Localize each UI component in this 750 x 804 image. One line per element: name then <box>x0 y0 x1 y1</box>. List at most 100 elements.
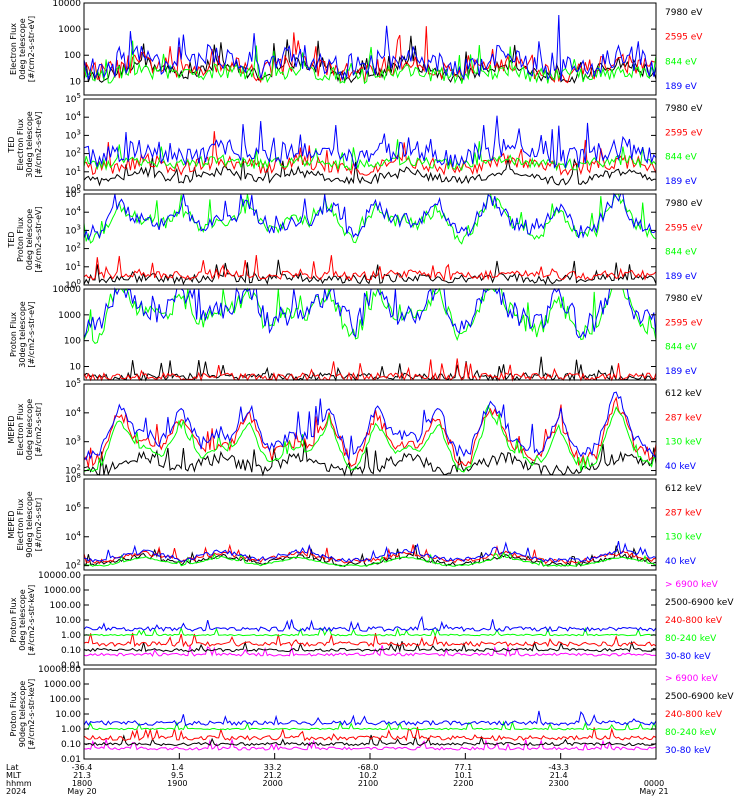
panel-1-ytick-label: 1000 <box>58 25 81 35</box>
panel-5-series-1-trace <box>83 439 657 477</box>
panel-5-ylabel-line: 0deg telescope <box>25 399 34 460</box>
panel-4-ytick-label: 10000 <box>52 285 81 295</box>
panel-2-legend-3: 844 eV <box>665 153 698 163</box>
panel-5-ylabel-line: Electron Flux <box>16 403 25 455</box>
panel-6-ylabel-line: 90deg telescope <box>25 491 34 558</box>
panel-5-series-2-trace <box>83 396 657 468</box>
panel-7-ytick-label: 0.10 <box>61 646 81 656</box>
x-tick-mlt: 9.5 <box>171 771 184 780</box>
x-tick-hhmm: 1900 <box>167 779 187 788</box>
panel-3-ytick-label: 102 <box>65 242 81 255</box>
panel-5-series-4-trace <box>83 391 657 462</box>
panel-7-ytick-label: 100.00 <box>50 601 82 611</box>
panel-3-ylabel-line: 0deg telescope <box>25 209 34 270</box>
panel-8-ylabel-line: 90deg telescope <box>18 681 27 748</box>
panel-4-legend-4: 189 eV <box>665 367 698 377</box>
panel-4-frame <box>83 288 657 381</box>
panel-1-ylabel-line: 0deg telescope <box>18 18 27 79</box>
panel-7-ylabel-line: 0deg telescope <box>18 589 27 650</box>
x-tick-mlt: 21.2 <box>264 771 282 780</box>
panel-8-ytick-label: 1.00 <box>61 725 81 735</box>
panel-7-series-3-trace <box>83 632 657 648</box>
panel-7-ylabel-line: Proton Flux <box>9 597 18 642</box>
panel-6-ytick-label: 102 <box>65 559 81 572</box>
panel-4-series-3-trace <box>83 287 657 345</box>
panel-6-legend-3: 130 keV <box>665 533 702 543</box>
panel-8-frame <box>83 668 657 760</box>
panel-2-ytick-label: 103 <box>65 128 81 141</box>
panel-7-series-2-trace <box>83 640 657 653</box>
panel-3-ytick-label: 103 <box>65 223 81 236</box>
panel-1-frame <box>83 2 657 96</box>
x-row-label-2024: 2024 <box>6 787 26 796</box>
panel-2-series-3-trace <box>83 139 657 172</box>
panel-5-ytick-label: 103 <box>65 435 81 448</box>
panel-7-series-4-trace <box>83 626 657 638</box>
panel-4-legend-3: 844 eV <box>665 343 698 353</box>
panel-4-ylabel-line: [#/cm2-s-str-eV] <box>27 301 36 367</box>
panel-7-legend-2: 2500-6900 keV <box>665 598 734 608</box>
panel-8-series-5-trace <box>83 710 657 727</box>
panel-1-legend-3: 844 eV <box>665 57 698 67</box>
panel-1-series-4-trace <box>83 14 657 82</box>
panel-6-legend-4: 40 keV <box>665 557 697 567</box>
panel-3-ylabel-line: TED <box>7 231 16 248</box>
panel-6-ytick-label: 106 <box>65 501 81 514</box>
panel-8-series-1-trace <box>83 737 657 751</box>
x-tick-mlt: 10.1 <box>454 771 472 780</box>
x-row-label-lat: Lat <box>6 763 19 772</box>
panel-3-ylabel-line: [#/cm2-s-str-eV] <box>34 206 43 272</box>
panel-8-ytick-label: 0.01 <box>61 755 81 765</box>
panel-2-ylabel-line: TED <box>7 136 16 153</box>
panel-3-ytick-label: 104 <box>65 205 81 218</box>
panel-3-legend-4: 189 eV <box>665 272 698 282</box>
panel-5-legend-4: 40 keV <box>665 462 697 472</box>
panel-3-legend-1: 7980 eV <box>665 199 703 209</box>
panel-1-legend-1: 7980 eV <box>665 8 703 18</box>
x-tick-hhmm: 2200 <box>453 779 473 788</box>
panel-8-legend-1: > 6900 keV <box>665 674 719 684</box>
x-row-label-hhmm: hhmm <box>6 779 32 788</box>
panel-6-frame <box>83 478 657 571</box>
panel-2-series-2-trace <box>83 131 657 176</box>
panel-6-series-1-trace <box>83 544 657 568</box>
panel-2-ylabel-line: 30deg telescope <box>25 111 34 178</box>
panel-7-legend-1: > 6900 keV <box>665 580 719 590</box>
panel-7-legend-4: 80-240 keV <box>665 634 717 644</box>
panel-3-series-4-trace <box>83 192 657 241</box>
x-tick-hhmm: 2000 <box>262 779 282 788</box>
panel-1-ylabel-line: [#/cm2-s-str-eV] <box>27 16 36 82</box>
panel-5-ytick-label: 104 <box>65 406 81 419</box>
panel-4-ylabel-line: Proton Flux <box>9 312 18 357</box>
x-tick-date: May 20 <box>67 787 96 796</box>
panel-2-ytick-label: 102 <box>65 147 81 160</box>
panel-6-legend-2: 287 keV <box>665 508 702 518</box>
x-tick-mlt: 21.3 <box>73 771 91 780</box>
panel-1-ytick-label: 10000 <box>52 0 81 9</box>
panel-5-ylabel-line: MEPED <box>7 416 16 444</box>
panel-8-series-2-trace <box>83 734 657 747</box>
x-tick-mlt: 10.2 <box>359 771 377 780</box>
panel-2-ytick-label: 104 <box>65 110 81 123</box>
panel-8-ytick-label: 1000.00 <box>44 680 81 690</box>
panel-5-legend-2: 287 keV <box>665 413 702 423</box>
panel-1-ytick-label: 10 <box>70 77 82 87</box>
x-tick-hhmm: 1800 <box>72 779 92 788</box>
panel-7-ytick-label: 1000.00 <box>44 586 81 596</box>
panel-7-legend-3: 240-800 keV <box>665 616 723 626</box>
panel-1-ylabel-line: Electron Flux <box>9 23 18 75</box>
panel-8-legend-3: 240-800 keV <box>665 710 723 720</box>
panel-8-ytick-label: 100.00 <box>50 695 82 705</box>
panel-4-ytick-label: 1000 <box>58 311 81 321</box>
panel-7-ytick-label: 0.01 <box>61 661 81 671</box>
panel-5-legend-1: 612 keV <box>665 389 702 399</box>
panel-7-series-5-trace <box>83 615 657 633</box>
x-tick-hhmm: 2100 <box>358 779 378 788</box>
panel-2-ylabel-line: Electron Flux <box>16 118 25 170</box>
panel-4-legend-1: 7980 eV <box>665 294 703 304</box>
panel-7-legend-5: 30-80 keV <box>665 652 711 662</box>
x-tick-mlt: 21.4 <box>550 771 568 780</box>
panel-2-ylabel-line: [#/cm2-s-str-eV] <box>34 111 43 177</box>
panel-6-series-4-trace <box>83 540 657 563</box>
